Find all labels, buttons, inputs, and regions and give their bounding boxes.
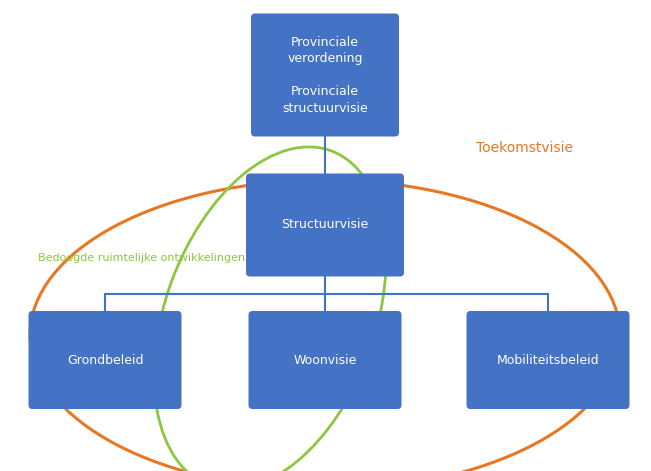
Text: Toekomstvisie: Toekomstvisie bbox=[476, 141, 573, 155]
Text: Mobiliteitsbeleid: Mobiliteitsbeleid bbox=[497, 354, 600, 366]
FancyBboxPatch shape bbox=[246, 173, 404, 276]
FancyBboxPatch shape bbox=[251, 14, 399, 137]
FancyBboxPatch shape bbox=[29, 311, 182, 409]
Text: Grondbeleid: Grondbeleid bbox=[67, 354, 143, 366]
Text: Provinciale
verordening

Provinciale
structuurvisie: Provinciale verordening Provinciale stru… bbox=[282, 35, 368, 114]
Text: Bedoogde ruimtelijke ontwikkelingen: Bedoogde ruimtelijke ontwikkelingen bbox=[38, 253, 245, 263]
FancyBboxPatch shape bbox=[249, 311, 402, 409]
FancyBboxPatch shape bbox=[467, 311, 630, 409]
Text: Woonvisie: Woonvisie bbox=[294, 354, 357, 366]
Text: Structuurvisie: Structuurvisie bbox=[281, 219, 368, 232]
